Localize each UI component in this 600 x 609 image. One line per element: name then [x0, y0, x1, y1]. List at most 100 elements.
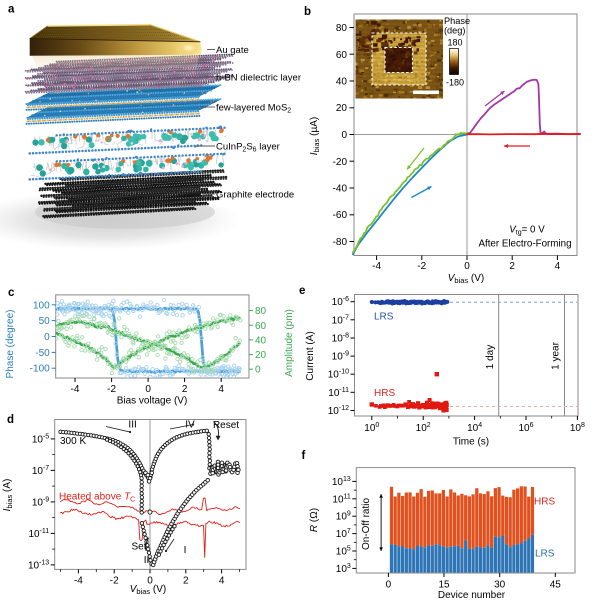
svg-text:60: 60: [255, 321, 267, 332]
svg-text:180: 180: [447, 38, 462, 48]
svg-text:b: b: [304, 6, 311, 18]
svg-text:-180: -180: [446, 78, 464, 88]
svg-text:10-11: 10-11: [328, 387, 349, 399]
svg-text:I: I: [184, 545, 187, 556]
svg-text:4: 4: [218, 384, 224, 395]
svg-text:-40: -40: [333, 184, 348, 195]
svg-text:50: 50: [39, 316, 51, 327]
svg-text:108: 108: [570, 422, 585, 434]
svg-text:CuInP2S6 layer: CuInP2S6 layer: [216, 142, 280, 154]
svg-text:1013: 1013: [332, 476, 351, 488]
svg-text:40: 40: [255, 335, 267, 346]
svg-text:Phase (degree): Phase (degree): [5, 310, 16, 379]
svg-text:104: 104: [467, 422, 482, 434]
svg-text:10-9: 10-9: [32, 496, 49, 508]
svg-text:2: 2: [509, 261, 515, 272]
svg-text:-20: -20: [333, 157, 348, 168]
svg-text:10-12: 10-12: [328, 405, 349, 417]
svg-text:Time (s): Time (s): [453, 437, 489, 448]
svg-text:45: 45: [550, 580, 562, 591]
svg-text:15: 15: [438, 580, 450, 591]
svg-text:-2: -2: [110, 575, 119, 586]
svg-text:LRS: LRS: [374, 312, 394, 323]
svg-text:103: 103: [336, 563, 351, 575]
svg-text:20: 20: [336, 103, 348, 114]
svg-text:-60: -60: [333, 210, 348, 221]
svg-text:-100: -100: [30, 364, 50, 375]
svg-text:0: 0: [464, 261, 470, 272]
svg-text:80: 80: [336, 23, 348, 34]
svg-text:(deg): (deg): [444, 26, 465, 36]
svg-text:-2: -2: [107, 384, 116, 395]
svg-text:10-6: 10-6: [332, 296, 349, 308]
svg-text:Phase: Phase: [444, 16, 470, 26]
svg-text:h-BN dielectric layer: h-BN dielectric layer: [216, 73, 301, 84]
svg-text:Current (A): Current (A): [305, 331, 316, 380]
svg-text:40: 40: [336, 77, 348, 88]
svg-text:Vbias (V): Vbias (V): [448, 273, 485, 285]
svg-text:a: a: [8, 4, 15, 16]
svg-text:Bias voltage (V): Bias voltage (V): [117, 396, 188, 407]
svg-text:-2: -2: [417, 261, 426, 272]
svg-text:10-9: 10-9: [332, 351, 349, 363]
svg-text:HRS: HRS: [534, 497, 555, 508]
svg-text:2: 2: [182, 384, 188, 395]
svg-text:107: 107: [336, 528, 351, 540]
svg-text:10-10: 10-10: [328, 369, 349, 381]
svg-text:After Electro-Forming: After Electro-Forming: [478, 239, 571, 250]
svg-text:0: 0: [145, 384, 151, 395]
svg-text:100: 100: [33, 300, 50, 311]
svg-text:-4: -4: [71, 384, 80, 395]
svg-text:LRS: LRS: [535, 549, 555, 560]
svg-text:1011: 1011: [332, 493, 350, 505]
svg-text:c: c: [8, 287, 15, 299]
svg-text:10-13: 10-13: [28, 559, 49, 571]
svg-text:-4: -4: [372, 261, 381, 272]
svg-text:102: 102: [416, 422, 431, 434]
svg-text:Ibias (A): Ibias (A): [2, 479, 14, 512]
svg-text:106: 106: [518, 422, 533, 434]
svg-text:2: 2: [183, 575, 189, 586]
svg-text:-80: -80: [333, 237, 348, 248]
svg-text:R (Ω): R (Ω): [309, 508, 320, 532]
svg-text:Set: Set: [131, 542, 146, 553]
svg-text:Device number: Device number: [438, 590, 506, 601]
svg-text:100: 100: [364, 422, 379, 434]
svg-text:Heated above TC: Heated above TC: [59, 492, 135, 504]
svg-text:30: 30: [494, 580, 506, 591]
svg-text:HRS: HRS: [374, 388, 395, 399]
svg-text:few-layered MoS2: few-layered MoS2: [216, 103, 291, 115]
svg-text:10-7: 10-7: [332, 314, 349, 326]
svg-text:Vtg= 0 V: Vtg= 0 V: [509, 225, 545, 237]
svg-text:II: II: [144, 555, 150, 566]
svg-text:III: III: [128, 420, 136, 431]
svg-text:80: 80: [255, 306, 267, 317]
svg-text:On-Off ratio: On-Off ratio: [361, 498, 372, 550]
svg-text:0: 0: [255, 365, 261, 376]
svg-text:109: 109: [336, 511, 351, 523]
svg-text:Amplitude (pm): Amplitude (pm): [284, 309, 295, 377]
svg-text:60: 60: [336, 50, 348, 61]
svg-text:105: 105: [336, 546, 351, 558]
svg-text:-4: -4: [74, 575, 83, 586]
svg-text:10-7: 10-7: [32, 465, 49, 477]
svg-text:1 year: 1 year: [551, 341, 562, 369]
svg-text:1 day: 1 day: [485, 345, 496, 369]
svg-text:-50: -50: [35, 348, 50, 359]
svg-text:f: f: [302, 450, 306, 462]
svg-text:4: 4: [555, 261, 561, 272]
svg-text:20: 20: [255, 350, 267, 361]
svg-text:0: 0: [44, 332, 50, 343]
svg-text:Au gate: Au gate: [216, 45, 249, 56]
svg-text:4: 4: [219, 575, 225, 586]
svg-text:0: 0: [341, 130, 347, 141]
svg-text:e: e: [299, 285, 305, 297]
svg-text:0: 0: [386, 580, 392, 591]
svg-text:10-8: 10-8: [332, 333, 349, 345]
svg-text:d: d: [7, 414, 14, 426]
svg-text:300 K: 300 K: [60, 436, 86, 447]
svg-text:10-5: 10-5: [32, 433, 49, 445]
svg-text:10-11: 10-11: [28, 528, 49, 540]
svg-text:Ibias (µA): Ibias (µA): [309, 117, 321, 155]
svg-text:Graphite electrode: Graphite electrode: [216, 190, 294, 201]
